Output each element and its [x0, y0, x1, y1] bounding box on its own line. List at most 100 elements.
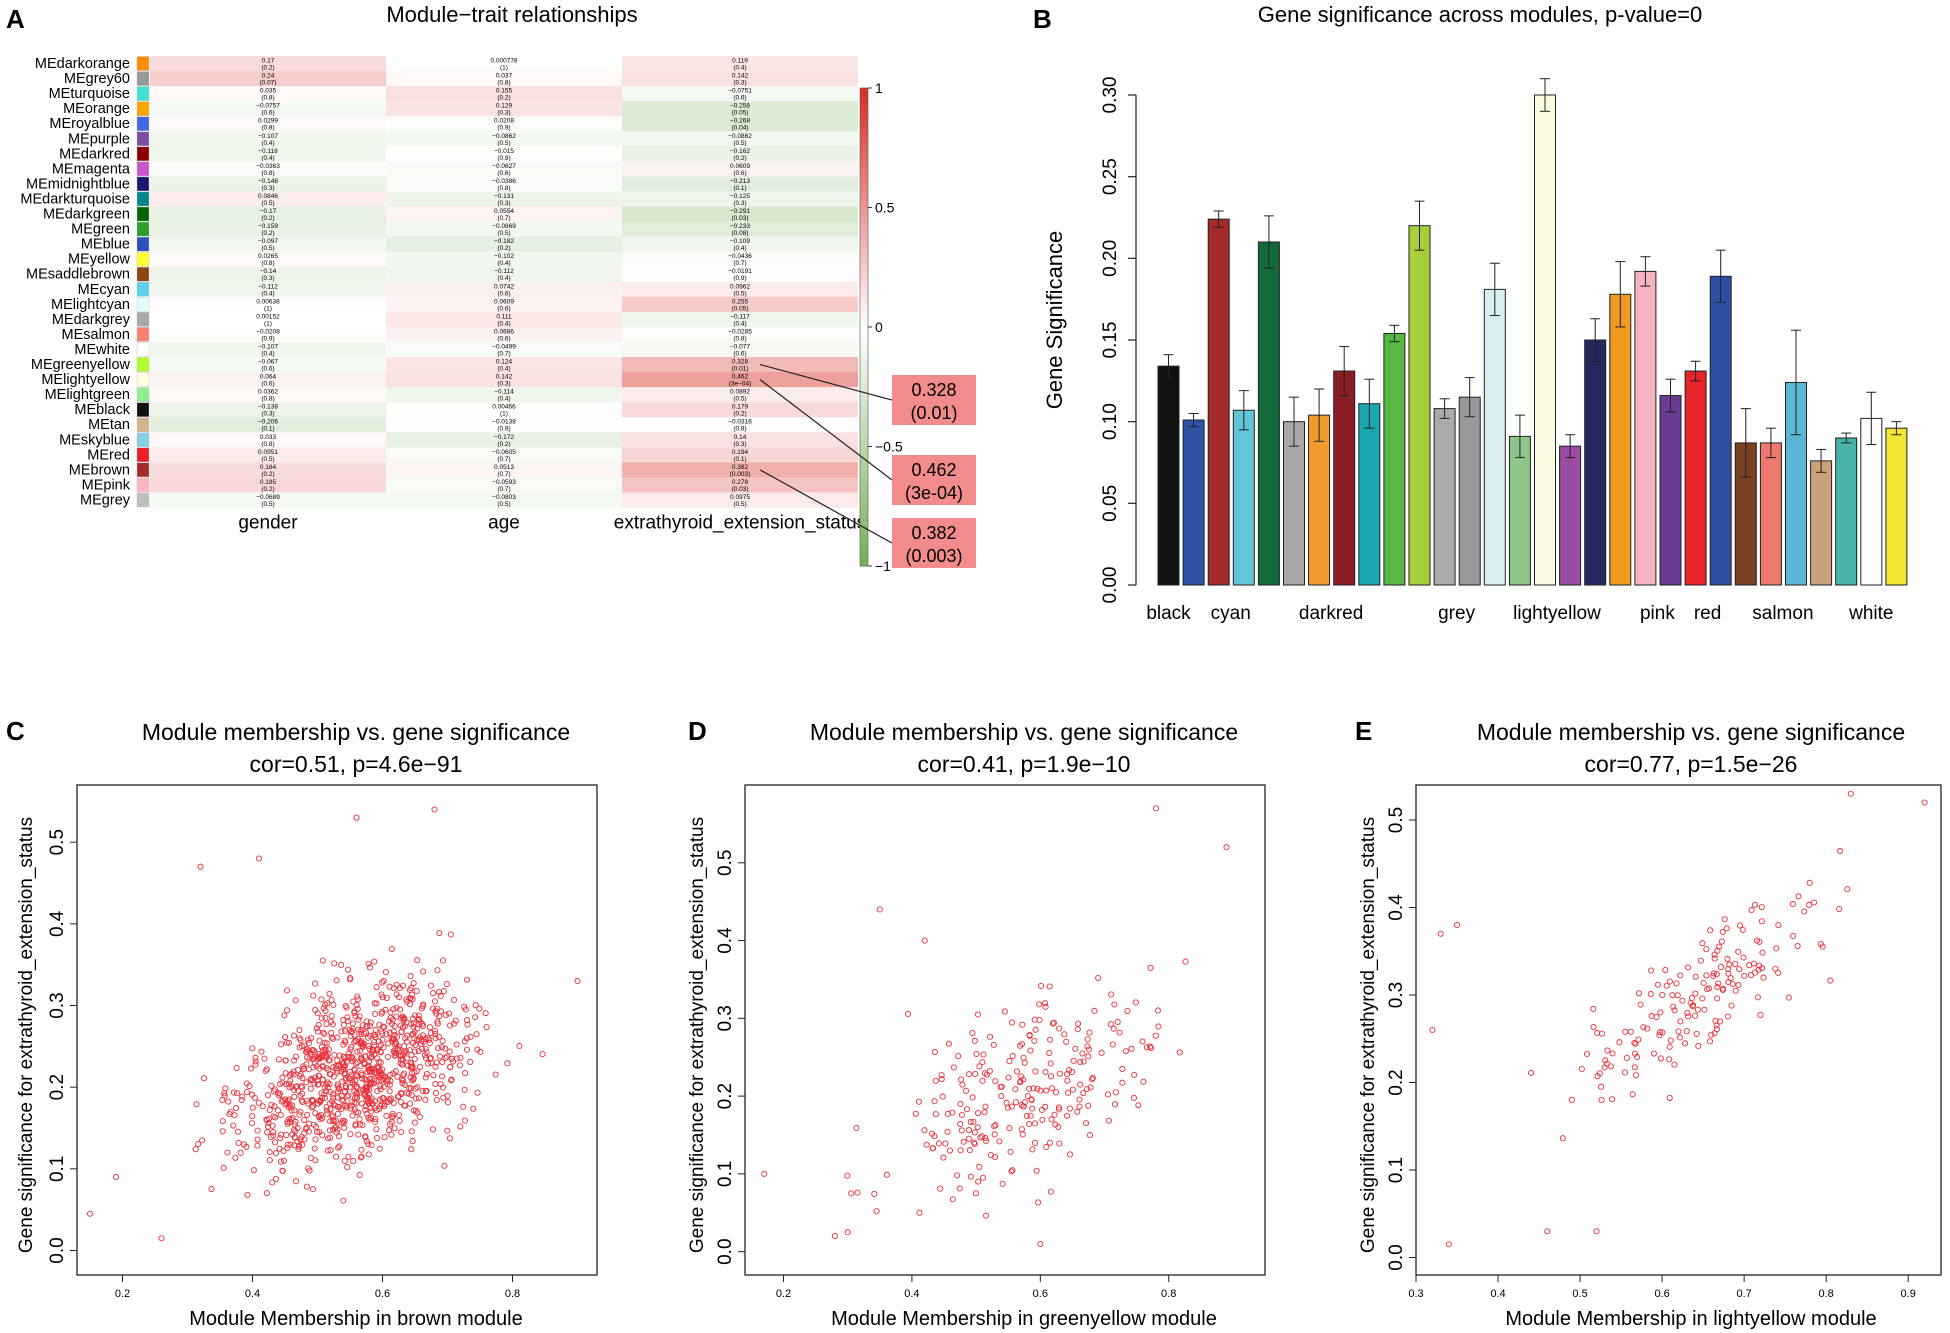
scatter-point — [1772, 965, 1779, 972]
bar — [1559, 445, 1582, 586]
heatmap-cell-pvalue: (0.4) — [261, 155, 274, 162]
scatter-point — [1047, 1188, 1054, 1195]
scatter-point — [1684, 964, 1691, 971]
scatter-point — [1723, 925, 1730, 932]
scatter-point — [429, 1005, 437, 1012]
scatter-point — [408, 984, 415, 992]
scatter-point — [444, 1127, 451, 1134]
heatmap-cell — [386, 357, 622, 373]
heatmap-row-label: MEpurple — [68, 131, 130, 147]
heatmap-cell-value: −0.0285 — [728, 328, 752, 335]
scatter-point — [449, 1058, 457, 1065]
scatter-point — [193, 1101, 200, 1108]
scatter-point — [963, 1106, 971, 1113]
heatmap-cell-pvalue: (0.3) — [733, 441, 746, 448]
scatter-point — [461, 1038, 468, 1045]
heatmap-cell — [150, 266, 386, 283]
scatter-point — [1790, 932, 1797, 940]
module-color-swatch — [136, 282, 150, 297]
scatter-point — [347, 1131, 354, 1138]
scatter-point — [1008, 1103, 1015, 1110]
scatter-point — [472, 1014, 479, 1021]
heatmap-cell-value: 0.179 — [732, 404, 749, 411]
heatmap-cell-pvalue: (0.7) — [497, 486, 510, 493]
heatmap-cell-value: 0.185 — [260, 479, 277, 486]
scatter-point — [373, 1000, 380, 1007]
scatter-point — [329, 1097, 336, 1105]
scatter-point — [412, 1042, 419, 1049]
heatmap-cell — [386, 251, 622, 268]
scatter-point — [957, 1147, 964, 1154]
legend-color-step — [860, 390, 868, 400]
legend-color-step — [860, 334, 868, 344]
heatmap-cell-pvalue: (0.9) — [733, 275, 746, 282]
legend-color-step — [860, 88, 868, 97]
scatter-point — [288, 1107, 295, 1114]
scatter-point — [372, 1070, 379, 1077]
scatter-point — [1056, 1070, 1063, 1077]
legend-color-step — [860, 374, 868, 384]
scatter-point — [422, 1088, 429, 1095]
scatter-point — [396, 1006, 404, 1013]
scatter-point — [317, 1116, 324, 1123]
scatter-point — [414, 1036, 421, 1043]
scatter-point — [1662, 966, 1669, 974]
heatmap-cell-pvalue: (0.3) — [261, 185, 274, 192]
heatmap-column-label: gender — [238, 513, 298, 534]
scatter-point — [219, 1096, 226, 1103]
heatmap-cell-value: −0.291 — [730, 208, 750, 215]
scatter-point — [269, 1179, 276, 1186]
heatmap-cell-pvalue: (0.2) — [497, 441, 510, 448]
heatmap-cell — [622, 341, 858, 358]
scatter-point — [283, 1039, 290, 1046]
scatter-point — [279, 1167, 286, 1174]
y-axis-tick-label: 0.3 — [715, 1005, 736, 1031]
heatmap-cell — [386, 146, 622, 162]
scatter-point — [401, 1043, 408, 1050]
heatmap-cell — [386, 131, 622, 147]
scatter-point — [355, 1131, 362, 1138]
scatter-point — [291, 1134, 298, 1141]
scatter-point — [1671, 1007, 1678, 1014]
scatter-point — [388, 1131, 395, 1138]
scatter-point — [1604, 1047, 1611, 1054]
scatter-point — [982, 1212, 990, 1219]
scatter-point — [439, 1037, 446, 1045]
scatter-point — [1609, 1096, 1616, 1103]
heatmap-title: Module−trait relationships — [386, 2, 637, 27]
scatter-point — [986, 1068, 993, 1075]
heatmap-cell-pvalue: (0.6) — [497, 335, 510, 342]
heatmap-cell-pvalue: (0.05) — [732, 110, 749, 117]
module-color-swatch — [136, 131, 150, 147]
scatter-point — [318, 996, 325, 1003]
scatter-point — [1018, 1126, 1025, 1133]
scatter-point — [1697, 957, 1704, 964]
scatter-point — [321, 1095, 329, 1102]
scatter-point — [463, 976, 471, 983]
scatter-point — [362, 1076, 369, 1083]
legend-color-step — [860, 159, 868, 169]
scatter-point — [1736, 922, 1743, 929]
scatter-point — [347, 974, 354, 982]
scatter-point — [1759, 949, 1766, 956]
scatter-point — [960, 1138, 967, 1145]
scatter-point — [1616, 1039, 1623, 1046]
legend-color-step — [860, 271, 868, 280]
scatter-point — [1692, 973, 1699, 980]
heatmap-row-label: MEsalmon — [62, 327, 131, 343]
scatter-point — [1080, 1058, 1087, 1065]
scatter-point — [921, 937, 928, 944]
scatter-point — [1594, 1073, 1601, 1080]
heatmap-cell-pvalue: (0.5) — [497, 501, 510, 508]
scatter-point — [297, 1136, 304, 1143]
scatter-point — [254, 1136, 261, 1143]
scatter-point — [1026, 1031, 1033, 1039]
scatter-point — [1007, 1148, 1014, 1155]
y-axis-tick-label: 0.1 — [47, 1156, 68, 1182]
scatter-point — [354, 1048, 361, 1055]
scatter-point — [378, 1010, 385, 1017]
heatmap-cell-value: 0.033 — [260, 434, 277, 441]
scatter-point — [971, 1037, 978, 1044]
scatter-point — [1593, 1228, 1600, 1235]
scatter-point — [1107, 1021, 1114, 1028]
